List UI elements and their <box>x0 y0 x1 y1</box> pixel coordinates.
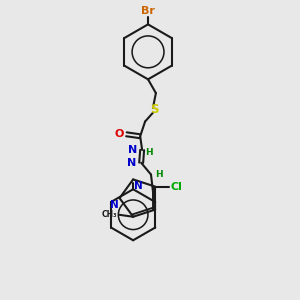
Text: N: N <box>134 182 143 191</box>
Text: N: N <box>128 145 137 155</box>
Text: Br: Br <box>141 5 155 16</box>
Text: Cl: Cl <box>171 182 183 192</box>
Text: H: H <box>155 170 163 179</box>
Text: S: S <box>150 103 158 116</box>
Text: O: O <box>114 129 124 139</box>
Text: N: N <box>110 200 118 210</box>
Text: N: N <box>127 158 136 168</box>
Text: CH₃: CH₃ <box>102 210 117 219</box>
Text: H: H <box>145 148 153 158</box>
